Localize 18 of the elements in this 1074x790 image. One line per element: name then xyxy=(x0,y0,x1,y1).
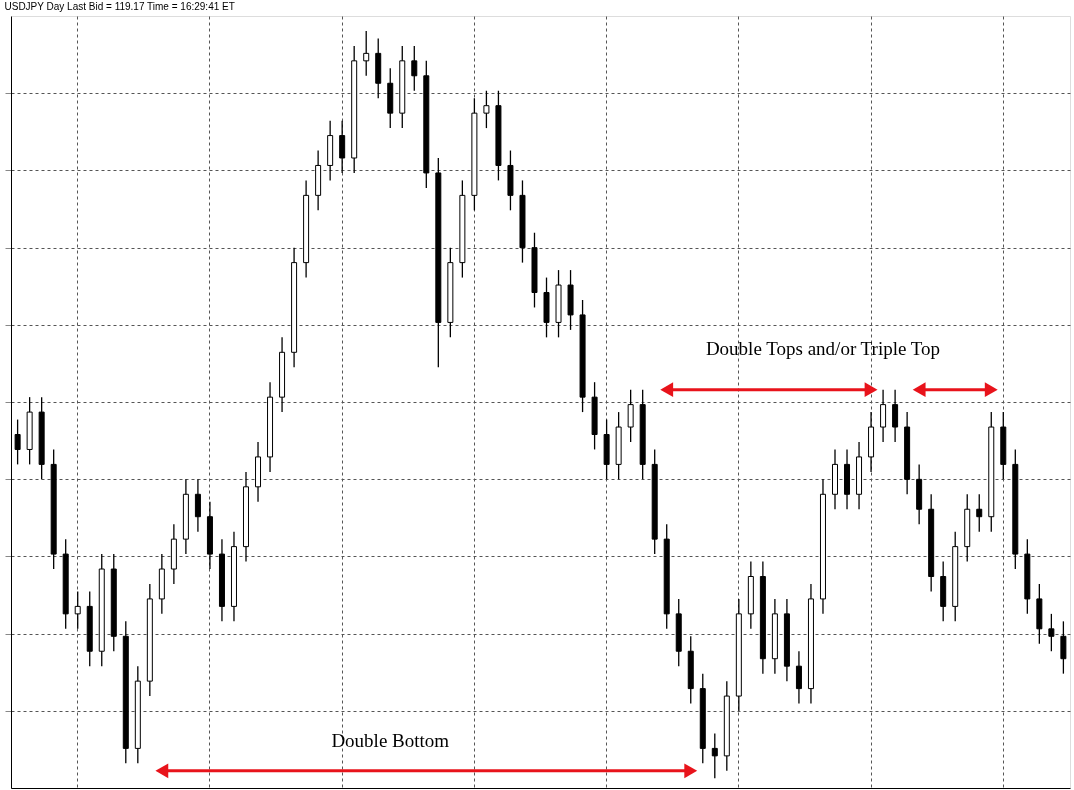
candlestick xyxy=(880,389,887,443)
candlestick xyxy=(976,493,983,533)
annotation: Double Bottom xyxy=(331,729,450,751)
candlestick xyxy=(411,45,418,92)
candlestick xyxy=(795,650,802,705)
candlestick xyxy=(363,30,370,77)
candlestick xyxy=(1060,620,1067,675)
candlestick xyxy=(711,732,718,779)
candlestick xyxy=(892,389,899,443)
candlestick xyxy=(1048,613,1055,652)
candlestick xyxy=(194,478,201,533)
candlestick xyxy=(74,590,81,630)
candlestick xyxy=(483,90,490,129)
chart-title: USDJPY Day Last Bid = 119.17 Time = 16:29:41 ET xyxy=(4,1,235,12)
candlestick xyxy=(627,389,634,443)
candlestick xyxy=(339,119,346,174)
annotation: Double Tops and/or Triple Top xyxy=(705,337,941,359)
candlestick xyxy=(14,418,21,466)
